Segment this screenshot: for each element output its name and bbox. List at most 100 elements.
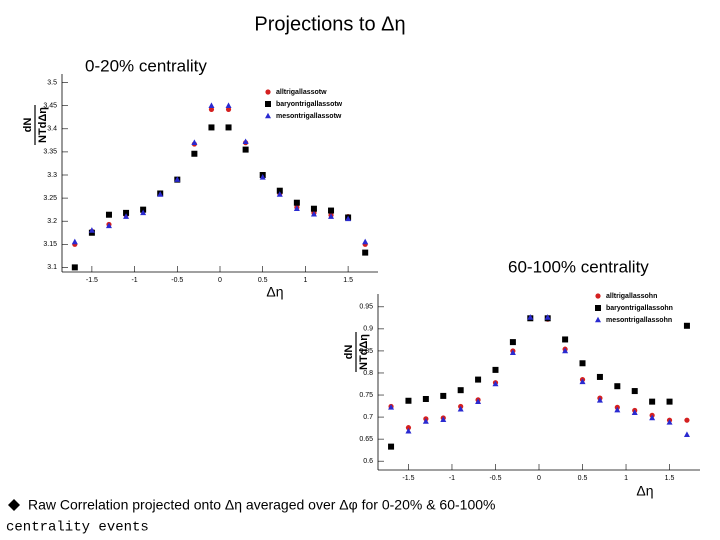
marker [140,209,147,216]
marker [596,373,603,380]
marker [649,414,656,421]
marker [105,211,112,218]
marker [174,176,181,182]
legend-label: alltrigallassotw [276,89,327,96]
chart-background [340,282,706,482]
x-tick-label: 1 [303,277,307,284]
y-tick-label: 0.6 [363,458,373,465]
slide-title: Projections to Δη [254,13,405,35]
legend-label: baryontrigallassotw [276,101,343,108]
marker [509,339,516,346]
legend-label: mesontrigallassohn [606,317,672,324]
marker [71,238,78,245]
marker [88,227,95,233]
marker [666,419,673,425]
x-tick-label: 0 [218,277,222,284]
marker [123,209,130,216]
chart-title: 0-20% centrality [85,56,207,75]
marker [71,264,78,271]
marker [276,191,283,197]
marker [649,398,656,405]
x-tick-label: 0.5 [258,277,268,284]
marker [457,405,464,412]
marker [225,124,232,131]
marker [242,138,249,145]
y-axis-label: dN NTdΔη [343,332,370,372]
marker [328,213,335,219]
y-tick-label: 3.35 [43,149,57,156]
x-tick-label: -1.5 [402,475,414,482]
y-tick-label: 0.7 [363,414,373,421]
marker [422,395,429,402]
marker [422,418,429,424]
y-label-denominator: NTdΔη [37,107,49,143]
chart-title: 60-100% centrality [508,257,649,276]
x-tick-label: 0 [537,475,541,482]
x-tick-label: 1.5 [343,277,353,284]
marker [225,102,232,109]
marker [191,139,198,145]
marker [265,89,271,95]
y-tick-label: 3.2 [47,218,57,225]
y-tick-label: 0.65 [359,436,373,443]
legend-label: mesontrigallassotw [276,113,342,120]
marker [259,174,266,180]
y-label-numerator: dN [22,118,34,133]
marker [614,383,621,390]
marker [492,366,499,373]
marker [362,249,369,256]
marker [208,124,215,131]
x-tick-label: -1 [449,475,455,482]
marker [666,398,673,405]
marker [405,397,412,404]
y-tick-label: 0.95 [359,304,373,311]
y-tick-label: 3.3 [47,172,57,179]
y-tick-label: 3.5 [47,79,57,86]
marker [105,222,112,229]
marker [328,207,335,214]
marker [631,388,638,395]
marker [544,314,551,320]
marker [405,427,412,434]
marker [683,431,690,438]
y-tick-label: 3.25 [43,195,57,202]
x-tick-label: -0.5 [489,475,501,482]
y-tick-label: 0.9 [363,326,373,333]
marker [293,205,300,212]
marker [684,417,690,423]
marker [614,406,621,413]
marker [388,404,395,410]
marker [123,213,130,219]
marker [562,336,569,343]
caption: centrality events [6,520,149,536]
y-tick-label: 3.15 [43,241,57,248]
y-tick-label: 3.45 [43,103,57,110]
x-tick-label: -1.5 [86,277,98,284]
legend-label: baryontrigallassohn [606,305,673,312]
x-tick-label: -1 [131,277,137,284]
marker [265,112,271,119]
marker [208,106,215,113]
marker [242,146,249,153]
x-axis-label: Δη [636,483,653,499]
legend-label: alltrigallassohn [606,293,657,300]
marker [310,210,317,217]
y-label-denominator: NTdΔη [358,334,370,370]
y-axis-label: dN NTdΔη [22,105,49,145]
x-axis-label: Δη [266,284,283,300]
marker [88,229,95,236]
x-tick-label: -0.5 [171,277,183,284]
marker [596,397,603,403]
marker [475,398,482,404]
marker [388,443,395,450]
y-tick-label: 0.8 [363,370,373,377]
marker [509,349,516,355]
marker [362,238,369,245]
marker [527,314,534,320]
y-label-numerator: dN [343,345,355,360]
marker [265,101,271,107]
y-tick-label: 0.85 [359,348,373,355]
x-tick-label: 0.5 [578,475,588,482]
marker [293,199,300,206]
y-tick-label: 3.1 [47,264,57,271]
